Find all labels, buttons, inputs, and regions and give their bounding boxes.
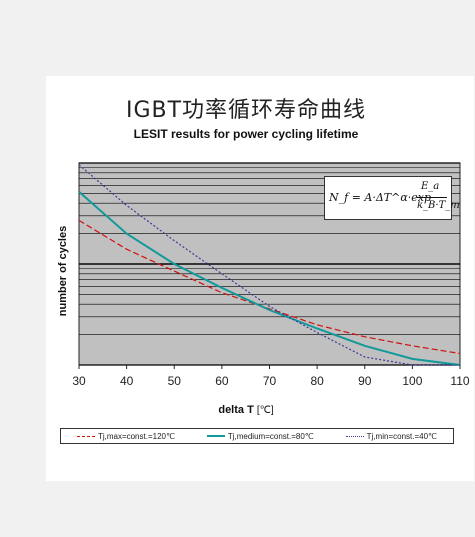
x-tick-label: 110 — [450, 374, 469, 388]
series-line-1 — [78, 190, 461, 366]
series-line-0 — [78, 219, 461, 355]
legend-swatch-tj-min — [345, 435, 364, 437]
x-axis-label: delta T [℃] — [46, 404, 446, 416]
chart-plot: 30 40 50 60 70 80 90 100 110 — [72, 162, 470, 388]
formula-fraction-bar — [417, 197, 447, 198]
formula-lhs: N_f = A·ΔT^α·exp — [329, 191, 432, 204]
legend-label-tj-max: Tj,max=const.=120℃ — [97, 431, 175, 441]
series-line-2 — [78, 164, 460, 366]
x-tick-label: 80 — [310, 374, 324, 388]
x-tick-label: 30 — [72, 374, 86, 388]
legend-label-tj-medium: Tj,medium=const.=80℃ — [227, 431, 314, 441]
legend-item-tj-medium: Tj,medium=const.=80℃ — [206, 431, 314, 441]
legend-swatch-tj-max — [76, 435, 95, 437]
legend-swatch-tj-medium — [206, 435, 225, 437]
x-tick-label: 50 — [168, 374, 182, 388]
x-tick-label: 90 — [358, 374, 372, 388]
x-tick-label: 100 — [402, 374, 422, 388]
chart-legend: Tj,max=const.=120℃ Tj,medium=const.=80℃ … — [60, 428, 454, 444]
legend-item-tj-min: Tj,min=const.=40℃ — [345, 431, 438, 441]
formula-numerator: E_a — [421, 181, 440, 192]
formula-box: N_f = A·ΔT^α·exp E_a k_B·T_m — [324, 176, 460, 220]
x-axis-label-text: delta T — [218, 404, 254, 416]
legend-label-tj-min: Tj,min=const.=40℃ — [366, 431, 438, 441]
x-tick-label: 40 — [120, 374, 134, 388]
chart-title: IGBT功率循环寿命曲线 — [125, 98, 367, 123]
legend-item-tj-max: Tj,max=const.=120℃ — [76, 431, 175, 441]
formula-denominator: k_B·T_m — [417, 200, 460, 211]
x-axis-unit: [℃] — [256, 405, 274, 416]
x-tick-label: 60 — [215, 374, 229, 388]
chart-subtitle: LESIT results for power cycling lifetime — [133, 127, 359, 141]
chart-card: IGBT功率循环寿命曲线 LESIT results for power cyc… — [46, 76, 474, 481]
x-tick-label: 70 — [263, 374, 277, 388]
